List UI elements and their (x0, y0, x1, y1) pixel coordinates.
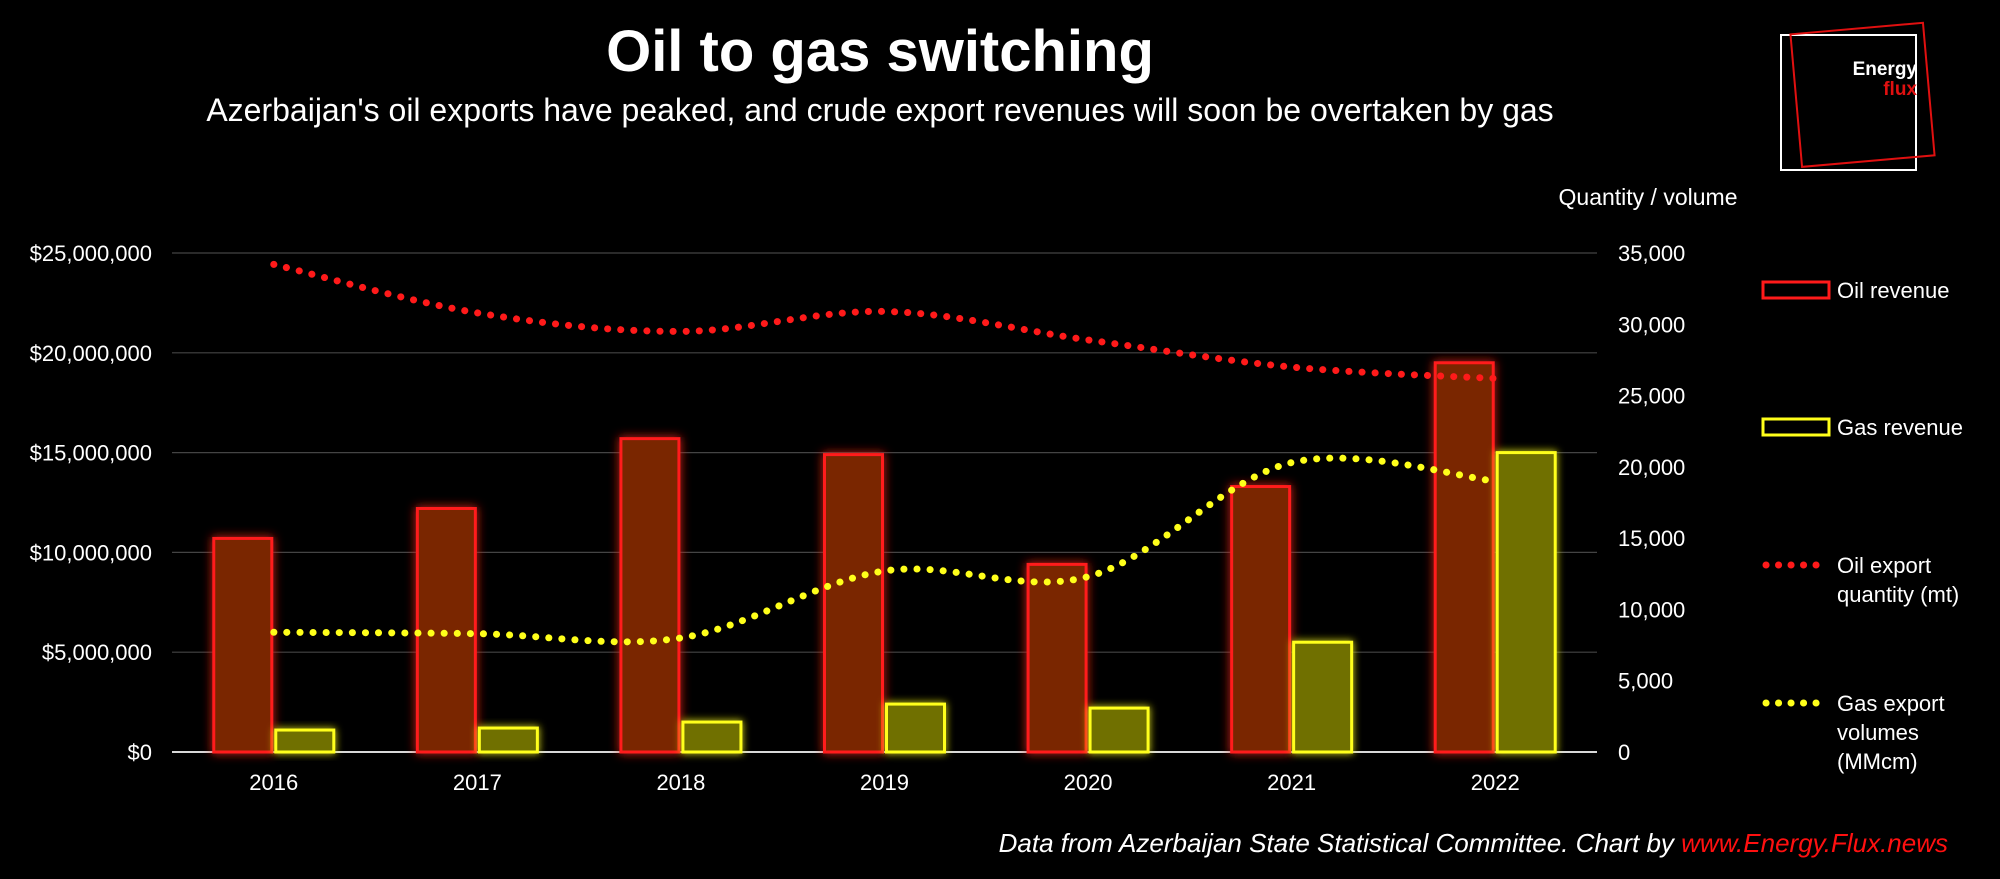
right-tick-label: 25,000 (1618, 384, 1685, 409)
x-tick-label: 2016 (249, 770, 298, 795)
legend-label: quantity (mt) (1837, 582, 1959, 607)
legend-label: volumes (1837, 720, 1919, 745)
chart-title: Oil to gas switching (606, 19, 1154, 84)
right-tick-label: 0 (1618, 740, 1630, 765)
right-tick-label: 35,000 (1618, 241, 1685, 266)
left-tick-label: $25,000,000 (30, 241, 152, 266)
oil-revenue-bar (1433, 361, 1495, 754)
oil-revenue-bar (212, 536, 274, 754)
left-tick-label: $20,000,000 (30, 341, 152, 366)
source-link[interactable]: www.Energy.Flux.news (1681, 828, 1948, 858)
oil-revenue-bar (1230, 485, 1292, 754)
gas-revenue-bar (1088, 706, 1150, 754)
x-tick-label: 2018 (656, 770, 705, 795)
legend-symbol-gas-box (1761, 417, 1831, 437)
right-tick-label: 20,000 (1618, 455, 1685, 480)
x-tick-label: 2022 (1471, 770, 1520, 795)
x-tick-label: 2017 (453, 770, 502, 795)
left-tick-label: $15,000,000 (30, 441, 152, 466)
oil-export-quantity-line (270, 260, 1499, 382)
legend-label: Gas revenue (1837, 415, 1963, 440)
gas-revenue-bar (681, 720, 743, 754)
oil-revenue-bar (823, 453, 884, 754)
chart-subtitle: Azerbaijan's oil exports have peaked, an… (206, 92, 1554, 128)
energy-flux-logo (1780, 21, 1936, 171)
gas-revenue-bar (274, 728, 336, 754)
left-tick-label: $10,000,000 (30, 540, 152, 565)
x-tick-label: 2019 (860, 770, 909, 795)
x-tick-label: 2020 (1064, 770, 1113, 795)
gas-revenue-bar (477, 726, 539, 754)
gas-revenue-bar (885, 702, 946, 754)
oil-revenue-bar (619, 437, 681, 754)
right-tick-label: 30,000 (1618, 312, 1685, 337)
legend-label: Oil revenue (1837, 278, 1950, 303)
logo-text: Energy flux (1822, 60, 1917, 100)
dotted-lines (270, 260, 1499, 646)
left-axis: $0 $5,000,000 $10,000,000 $15,000,000 $20,00… (30, 241, 152, 765)
left-tick-label: $5,000,000 (42, 640, 152, 665)
grid-lines (172, 252, 1597, 753)
x-axis: 2016 2017 2018 2019 2020 2021 2022 (249, 770, 1519, 795)
oil-revenue-bar (415, 506, 477, 754)
logo-word-flux: flux (1883, 79, 1917, 100)
legend-label: Gas export (1837, 691, 1945, 716)
right-tick-label: 5,000 (1618, 669, 1673, 694)
gas-revenue-bar (1292, 640, 1354, 754)
source-note: Data from Azerbaijan State Statistical C… (999, 828, 1948, 859)
oil-revenue-bar (1026, 562, 1088, 754)
right-tick-label: 15,000 (1618, 526, 1685, 551)
right-tick-label: 10,000 (1618, 597, 1685, 622)
source-text: Data from Azerbaijan State Statistical C… (998, 828, 1682, 858)
right-axis-title: Quantity / volume (1559, 184, 1738, 210)
legend: Oil revenue Gas revenue Oil export quantity… (1761, 278, 1963, 774)
gas-revenue-bar (1495, 451, 1557, 754)
logo-word-energy: Energy (1852, 59, 1917, 80)
legend-symbol-oil-box (1761, 280, 1831, 300)
legend-label: Oil export (1837, 553, 1931, 578)
left-tick-label: $0 (128, 740, 152, 765)
right-axis: 0 5,000 10,000 15,000 20,000 25,000 30,000 35,0… (1618, 241, 1685, 765)
bars (212, 361, 1557, 754)
x-tick-label: 2021 (1267, 770, 1316, 795)
gas-export-volume-line (270, 454, 1499, 646)
legend-label: (MMcm) (1837, 749, 1918, 774)
